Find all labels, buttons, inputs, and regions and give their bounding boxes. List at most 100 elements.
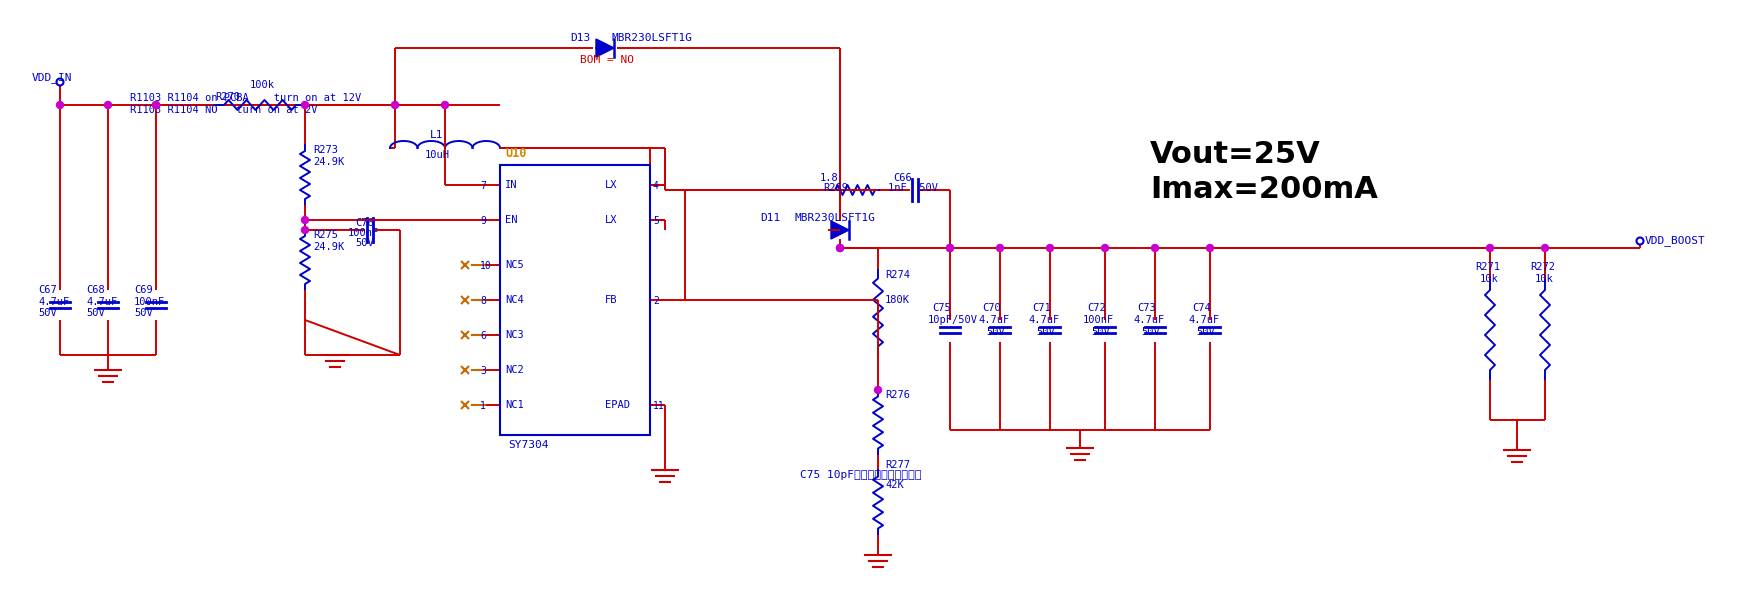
Text: 50V: 50V (1090, 327, 1110, 337)
Circle shape (153, 101, 160, 109)
Text: Vout=25V: Vout=25V (1150, 140, 1320, 169)
Circle shape (1047, 245, 1054, 251)
Text: NC1: NC1 (505, 400, 524, 410)
Circle shape (1206, 245, 1213, 251)
Text: MBR230LSFT1G: MBR230LSFT1G (612, 33, 692, 43)
Circle shape (947, 245, 954, 251)
Text: 50V: 50V (39, 308, 56, 318)
Circle shape (105, 101, 112, 109)
Text: 42K: 42K (885, 480, 905, 490)
Text: 50V: 50V (985, 327, 1004, 337)
Text: L1: L1 (429, 130, 444, 140)
Text: C71: C71 (1033, 303, 1050, 313)
Text: LX: LX (605, 180, 617, 190)
Text: NC4: NC4 (505, 295, 524, 305)
Text: R275: R275 (314, 230, 338, 240)
Text: 1nF  50V: 1nF 50V (889, 183, 938, 193)
Text: 4.7uF: 4.7uF (39, 297, 70, 307)
Circle shape (391, 101, 398, 109)
Circle shape (836, 245, 843, 251)
Text: U10: U10 (505, 147, 526, 160)
Text: 100nF: 100nF (349, 228, 379, 238)
Circle shape (836, 245, 843, 251)
Text: 8: 8 (480, 296, 486, 306)
Polygon shape (831, 221, 848, 239)
Text: 10k: 10k (1536, 274, 1553, 284)
Text: 1.8: 1.8 (820, 173, 838, 183)
Circle shape (302, 226, 309, 233)
Text: 10pF/50V: 10pF/50V (927, 315, 978, 325)
Text: MBR230LSFT1G: MBR230LSFT1G (796, 213, 876, 223)
Text: C74: C74 (1192, 303, 1211, 313)
Text: 10k: 10k (1480, 274, 1499, 284)
Text: 4.7uF: 4.7uF (86, 297, 117, 307)
Text: 4.7uF: 4.7uF (1189, 315, 1220, 325)
Text: C70: C70 (982, 303, 1001, 313)
Text: 11: 11 (654, 401, 664, 411)
Circle shape (153, 101, 160, 109)
Text: R271: R271 (1474, 262, 1501, 272)
Text: SY7304: SY7304 (508, 440, 549, 450)
Text: R269: R269 (822, 183, 848, 193)
Text: NC5: NC5 (505, 260, 524, 270)
Text: VDD_IN: VDD_IN (32, 72, 72, 83)
Text: 10uH: 10uH (424, 150, 451, 160)
Text: 6: 6 (480, 331, 486, 341)
Text: 4.7uF: 4.7uF (978, 315, 1010, 325)
Text: VDD_BOOST: VDD_BOOST (1644, 235, 1706, 246)
Text: 100k: 100k (251, 80, 275, 90)
Text: R272: R272 (1530, 262, 1555, 272)
Text: EPAD: EPAD (605, 400, 629, 410)
Text: LX: LX (605, 215, 617, 225)
Text: D11: D11 (761, 213, 780, 223)
Text: 9: 9 (480, 216, 486, 226)
Text: 100nF: 100nF (133, 297, 165, 307)
Text: 2: 2 (654, 296, 659, 306)
Text: 4.7uF: 4.7uF (1132, 315, 1164, 325)
Text: C69: C69 (133, 285, 153, 295)
Text: R274: R274 (885, 270, 910, 280)
Text: FB: FB (605, 295, 617, 305)
Text: R270: R270 (216, 92, 240, 102)
Text: 5: 5 (654, 216, 659, 226)
Text: EN: EN (505, 215, 517, 225)
FancyBboxPatch shape (500, 165, 650, 435)
Circle shape (1152, 245, 1159, 251)
Text: C66: C66 (892, 173, 912, 183)
Circle shape (1101, 245, 1108, 251)
Text: 50V: 50V (1036, 327, 1055, 337)
Text: C75: C75 (933, 303, 950, 313)
Text: C72: C72 (1087, 303, 1106, 313)
Text: NC3: NC3 (505, 330, 524, 340)
Text: 50V: 50V (356, 238, 373, 248)
Circle shape (947, 245, 954, 251)
Text: 4.7uF: 4.7uF (1027, 315, 1059, 325)
Circle shape (56, 101, 63, 109)
Circle shape (302, 217, 309, 223)
Circle shape (442, 101, 449, 109)
Text: 180K: 180K (885, 295, 910, 305)
Text: BOM = NO: BOM = NO (580, 55, 635, 65)
Text: 24.9K: 24.9K (314, 157, 344, 167)
Circle shape (996, 245, 1003, 251)
Text: Imax=200mA: Imax=200mA (1150, 175, 1378, 204)
Circle shape (1541, 245, 1548, 251)
Text: 1: 1 (480, 401, 486, 411)
Text: 50V: 50V (1196, 327, 1215, 337)
Polygon shape (596, 39, 614, 57)
Text: C75 10pF兼容国产银河微肖特基: C75 10pF兼容国产银河微肖特基 (799, 470, 922, 480)
Text: 4: 4 (654, 181, 659, 191)
Text: 10: 10 (480, 261, 493, 271)
Text: 3: 3 (480, 366, 486, 376)
Text: R1103 R1104 on PCBA    turn on at 12V: R1103 R1104 on PCBA turn on at 12V (130, 93, 361, 103)
Text: 100nF: 100nF (1083, 315, 1115, 325)
Circle shape (875, 386, 882, 393)
Text: 50V: 50V (86, 308, 105, 318)
Text: C67: C67 (39, 285, 56, 295)
Text: C76: C76 (356, 218, 373, 228)
Text: 7: 7 (480, 181, 486, 191)
Circle shape (302, 101, 309, 109)
Text: 50V: 50V (133, 308, 153, 318)
Text: R276: R276 (885, 390, 910, 400)
Text: R277: R277 (885, 460, 910, 470)
